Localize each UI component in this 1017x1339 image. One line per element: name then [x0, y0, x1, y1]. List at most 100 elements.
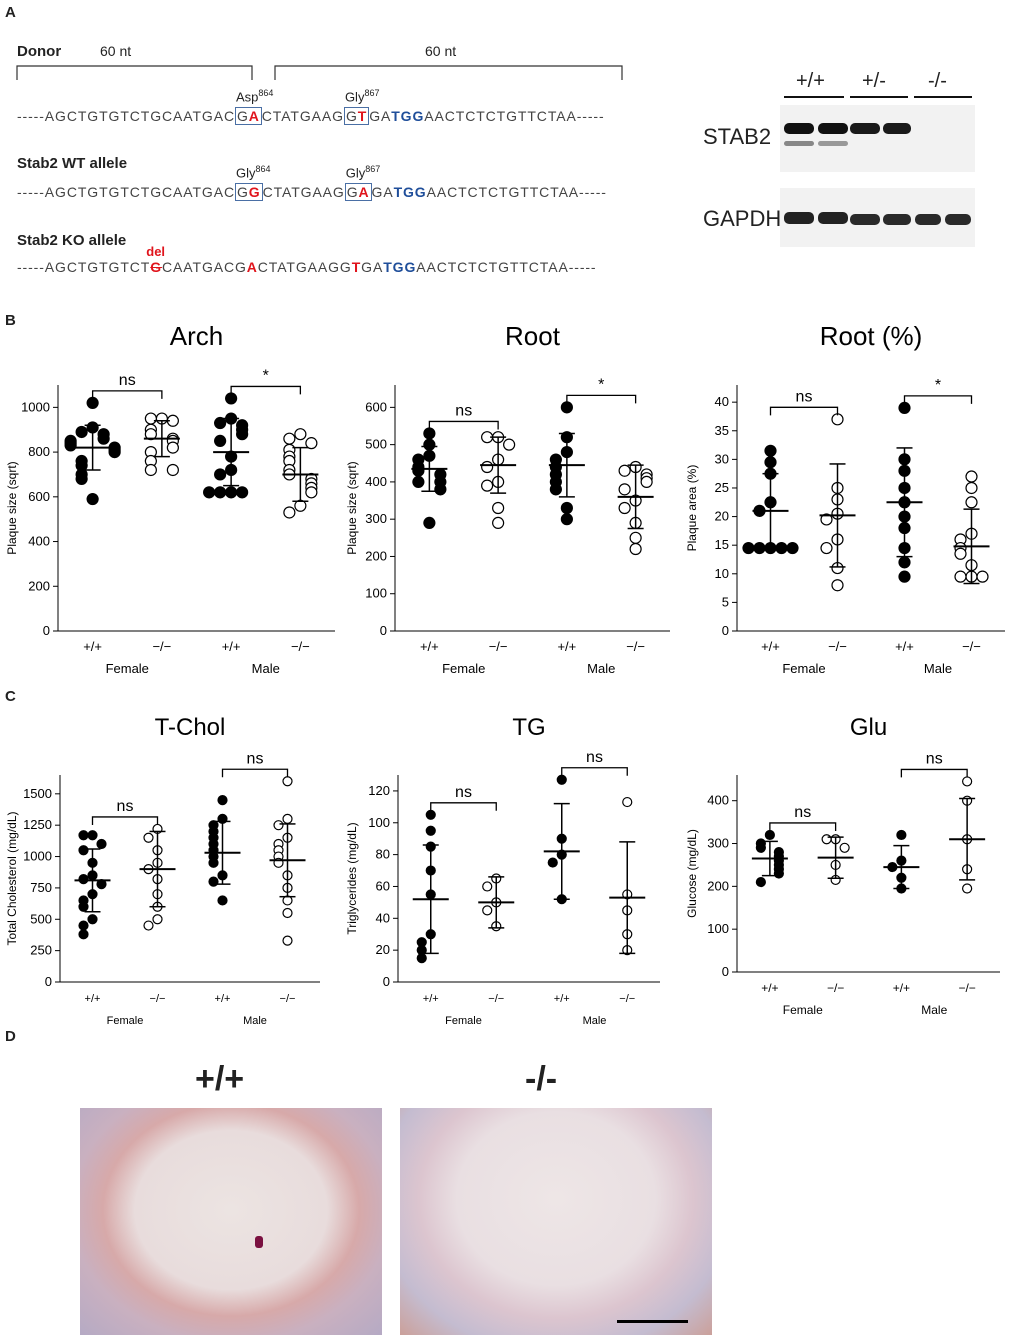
data-point	[434, 483, 447, 496]
data-point	[755, 842, 766, 853]
genotype-label: +/+	[796, 70, 825, 92]
data-point	[629, 542, 642, 556]
chart: Root (%) Plaque area (%) 0 5 10 15 20 25 30 35 40 +…	[685, 321, 1005, 676]
data-point	[629, 531, 642, 544]
data-point	[481, 479, 494, 492]
chart-title: Glu	[850, 714, 887, 741]
x-tick-label: −/−	[958, 981, 975, 995]
data-point	[425, 825, 436, 836]
group-label: Female	[782, 661, 825, 676]
group-label: Female	[783, 1003, 823, 1017]
bases: AACTCTCTGTTCTAA-----	[424, 108, 605, 124]
data-point	[166, 441, 179, 454]
data-point	[503, 438, 516, 451]
chart: T-Chol Total Cholesterol (mg/dL) 0 250 500 75…	[5, 714, 320, 1025]
data-point	[236, 486, 249, 499]
data-point	[282, 935, 293, 946]
y-tick-label: 15	[715, 537, 729, 552]
data-point	[412, 475, 425, 489]
x-tick-label: −/−	[291, 639, 310, 654]
y-tick-label: 0	[380, 623, 387, 638]
data-point	[786, 541, 799, 555]
x-tick-label: −/−	[619, 993, 635, 1005]
data-point	[283, 506, 296, 519]
residue-note: Gly867	[345, 88, 380, 104]
data-point	[152, 914, 163, 925]
bases: CAATGACG	[162, 259, 247, 275]
data-point	[618, 501, 631, 515]
significance-label: ns	[455, 784, 472, 801]
x-tick-label: −/−	[280, 993, 296, 1005]
data-point	[166, 463, 179, 477]
y-axis-label: Triglycerides (mg/dL)	[345, 822, 359, 934]
base: A	[358, 184, 370, 200]
image-label: -/-	[525, 1060, 558, 1098]
data-point	[217, 794, 228, 806]
bases: TGG	[393, 184, 427, 200]
data-point	[560, 513, 573, 526]
significance-label: ns	[926, 750, 943, 767]
significance-bracket	[561, 767, 628, 776]
data-point	[423, 516, 436, 530]
y-axis-label: Plaque size (sqrt)	[5, 461, 19, 554]
base: G	[248, 184, 261, 200]
group-label: Female	[107, 1015, 144, 1025]
data-point	[423, 427, 436, 440]
significance-bracket	[221, 768, 289, 778]
x-tick-label: +/+	[215, 993, 231, 1005]
genotype-label: +/-	[862, 70, 886, 92]
significance-bracket	[91, 816, 159, 825]
data-point	[217, 895, 228, 906]
x-tick-label: −/−	[488, 993, 504, 1005]
data-point	[755, 876, 766, 888]
x-tick-label: +/+	[761, 981, 778, 995]
data-point	[820, 513, 833, 526]
data-point	[87, 914, 98, 925]
x-tick-label: +/+	[420, 639, 439, 654]
chart-title: Arch	[170, 321, 223, 351]
significance-label: ns	[794, 804, 811, 821]
data-point	[549, 483, 562, 496]
base: G	[346, 184, 359, 200]
y-tick-label: 25	[715, 480, 729, 495]
data-point	[492, 516, 505, 530]
bases: -----AGCTGTGTCT	[17, 259, 151, 275]
data-point	[898, 570, 911, 583]
significance-label: *	[263, 367, 269, 384]
x-tick-label: +/+	[423, 993, 439, 1005]
y-tick-label: 1500	[23, 786, 52, 801]
y-tick-label: 0	[43, 623, 50, 638]
x-tick-label: +/+	[557, 639, 576, 654]
x-tick-label: +/+	[895, 639, 914, 654]
y-tick-label: 250	[30, 943, 52, 958]
data-point	[618, 464, 631, 477]
y-tick-label: 400	[707, 793, 729, 808]
base: G	[345, 108, 358, 124]
data-point	[225, 392, 238, 405]
data-point	[954, 570, 967, 583]
chart: Glu Glucose (mg/dL) 0 100 200 300 400 +/+ −/− +/+…	[685, 714, 1000, 1017]
residue-number: 864	[255, 163, 271, 174]
bases: TGG	[391, 108, 425, 124]
data-point	[236, 428, 249, 441]
panel-label: C	[5, 688, 16, 705]
significance-bracket	[430, 802, 497, 811]
bases: T	[351, 259, 362, 275]
base: T	[357, 108, 368, 124]
group-label: Female	[445, 1015, 482, 1025]
data-point	[820, 541, 833, 555]
significance-bracket	[900, 768, 968, 778]
x-tick-label: −/−	[152, 639, 171, 654]
data-point	[78, 901, 89, 912]
bases: TGG	[383, 259, 417, 275]
data-point	[305, 437, 318, 450]
y-tick-label: 35	[715, 423, 729, 438]
length-label: 60 nt	[425, 43, 457, 59]
data-point	[831, 413, 844, 426]
data-point	[898, 556, 911, 569]
y-tick-label: 400	[28, 534, 50, 549]
protein-label: GAPDH	[703, 206, 782, 231]
data-point	[492, 501, 505, 515]
x-tick-label: +/+	[761, 639, 780, 654]
